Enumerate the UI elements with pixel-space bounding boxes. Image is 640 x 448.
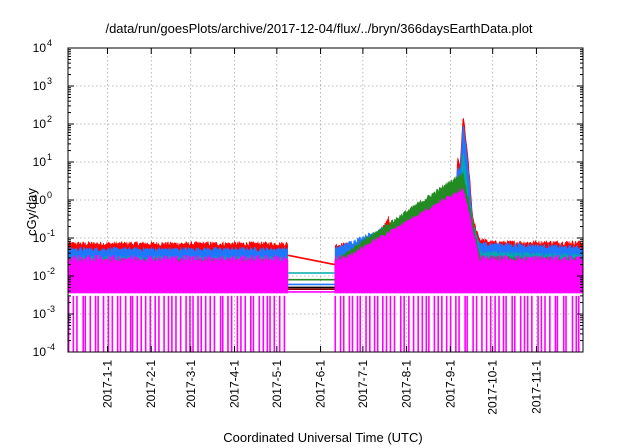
x-tick-label: 2017-9-1: [443, 360, 457, 408]
x-tick-label: 2017-2-1: [144, 360, 158, 408]
y-tick-label: 10-4: [33, 342, 55, 359]
y-tick-label: 101: [33, 152, 52, 169]
y-tick-label: 100: [33, 190, 52, 207]
y-tick-label: 10-3: [33, 304, 55, 321]
x-axis-label: Coordinated Universal Time (UTC): [223, 430, 422, 445]
y-tick-label: 102: [33, 114, 52, 131]
x-tick-label: 2017-7-1: [356, 360, 370, 408]
x-tick-label: 2017-11-1: [529, 360, 543, 414]
y-tick-label: 10-1: [33, 228, 55, 245]
chart-title: /data/run/goesPlots/archive/2017-12-04/f…: [105, 21, 532, 36]
x-tick-label: 2017-5-1: [270, 360, 284, 408]
x-tick-label: 2017-10-1: [486, 360, 500, 415]
grid: [68, 48, 583, 352]
series-layer: [67, 117, 584, 352]
y-tick-label: 103: [33, 76, 52, 93]
x-tick-label: 2017-6-1: [314, 360, 328, 408]
ticks: 10-4 10-3 10-2 10-1 100 101 102 103 104 2017-1-1 2…: [33, 38, 583, 415]
x-tick-label: 2017-8-1: [400, 360, 414, 408]
x-tick-label: 2017-1-1: [101, 360, 115, 408]
y-tick-label: 104: [33, 38, 52, 55]
y-tick-label: 10-2: [33, 266, 55, 283]
x-tick-label: 2017-4-1: [227, 360, 241, 408]
gap-connector: [287, 254, 335, 266]
y-axis-label: cGy/day: [24, 188, 39, 236]
x-tick-label: 2017-3-1: [184, 360, 198, 408]
